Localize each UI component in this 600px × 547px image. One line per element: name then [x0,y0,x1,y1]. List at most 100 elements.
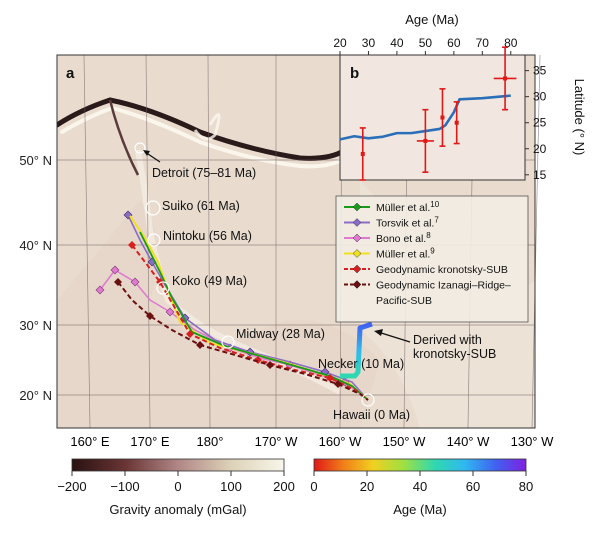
lon-label-180: 180° [197,434,224,449]
inset-xtick-label-5: 70 [476,36,490,50]
label-koko: Koko (49 Ma) [172,274,247,288]
inset-ylabel: Latitude (° N) [572,79,587,156]
inset-obs-point-0 [360,151,365,156]
lon-label-160w: 160° W [319,434,363,449]
circle-suiko [145,200,161,216]
legend-label-3: Müller et al.9 [376,247,435,261]
lon-label-150w: 150° W [383,434,427,449]
inset-ytick-label-0: 15 [533,168,547,182]
lat-label-30: 30° N [19,318,52,333]
legend-marker-3 [352,249,362,258]
track-torsvik [127,214,369,401]
grid-lon-7 [531,54,541,429]
aleutian-ridge [60,105,347,169]
lon-label-160e: 160° E [70,434,110,449]
legend-marker-4 [352,264,362,274]
track-izanagi-markers [114,278,342,388]
circle-detroit [134,142,146,154]
legend-box [335,195,529,323]
panel-b-label: b [350,65,359,82]
panel-a-label: a [66,65,75,82]
inset-obs-point-3 [454,120,459,125]
gravity-tick-label-3: 100 [220,479,242,494]
inset-obs-point-4 [503,76,508,81]
lon-label-140w: 140° W [447,434,491,449]
colorbar-gravity: −200 −100 0 100 200 Gravity anomaly (mGal) [57,458,295,517]
aleutian-trench [57,97,348,161]
legend-marker-1 [352,218,362,227]
inset-background [339,54,526,181]
inset-panel: b Age (Ma) Latitude (° N) 20 30 40 50 60 70 80… [333,12,587,182]
inset-obs-point-1 [423,138,428,143]
legend-marker-5 [352,280,362,289]
inset-y-ticks: 15 20 25 30 35 [525,64,547,182]
map-frame [56,54,536,429]
legend-label-4: Geodynamic kronotsky-SUB [376,264,508,276]
legend-label-6: Pacific-SUB [376,295,432,307]
label-necker: Necker (10 Ma) [318,357,404,371]
gravity-tick-label-0: −200 [57,479,86,494]
colorbar-age-ramp [313,458,527,472]
model-tracks [95,142,375,407]
lat-label-50: 50° N [19,153,52,168]
colorbar-gravity-ticks: −200 −100 0 100 200 [57,471,295,494]
inset-xtick-label-3: 50 [419,36,433,50]
lat-label-40: 40° N [19,238,52,253]
circle-midway [221,335,235,349]
track-kronotsky [131,244,369,401]
inset-xlabel: Age (Ma) [405,12,458,27]
kuril-trench [108,99,140,176]
colorbar-age: 0 20 40 60 80 Age (Ma) [310,458,533,517]
inset-ytick-label-3: 30 [533,90,547,104]
colorbar-gravity-ramp [71,458,285,472]
lon-label-170e: 170° E [130,434,170,449]
label-nintoku: Nintoku (56 Ma) [163,229,252,243]
derived-arrow [377,331,411,343]
circle-hawaii [361,393,375,407]
derived-label-line1: Derived with [413,333,482,347]
seamount-circles [134,142,375,407]
inset-xtick-label-2: 40 [390,36,404,50]
detroit-arrow-head [143,150,150,156]
inset-ytick-label-2: 25 [533,116,547,130]
track-kronotsky-markers [128,241,334,382]
grid-lon-0 [83,54,91,429]
lon-label-170w: 170° W [255,434,299,449]
label-detroit: Detroit (75–81 Ma) [152,166,256,180]
gravity-tick-label-2: 0 [174,479,181,494]
gravity-tick-label-1: −100 [110,479,139,494]
inset-xtick-label-4: 60 [447,36,461,50]
age-tick-label-3: 60 [466,479,480,494]
age-tick-label-0: 0 [310,479,317,494]
label-hawaii: Hawaii (0 Ma) [333,408,410,422]
derived-arrow-head [374,329,383,336]
track-izanagi [117,281,369,401]
lon-label-130w: 130° W [511,434,555,449]
legend-label-1: Torsvik et al.7 [376,216,439,230]
lat-label-20: 20° N [19,388,52,403]
age-tick-label-2: 40 [413,479,427,494]
age-tick-label-4: 80 [519,479,533,494]
circle-nintoku [147,233,161,247]
label-midway: Midway (28 Ma) [236,327,325,341]
gravity-tick-label-4: 200 [273,479,295,494]
label-suiko: Suiko (61 Ma) [162,199,240,213]
curl-feature [193,113,221,141]
inset-ytick-label-4: 35 [533,64,547,78]
inset-obs-point-2 [440,115,445,120]
age-tick-label-1: 20 [360,479,374,494]
colorbar-gravity-label: Gravity anomaly (mGal) [109,502,246,517]
derived-track [340,321,373,379]
legend-label-2: Bono et al.8 [376,231,431,245]
track-muller10 [139,231,369,401]
inset-marks [339,46,517,181]
legend-label-5: Geodynamic Izanagi–Ridge– [376,280,511,292]
legend-marker-0 [352,202,362,212]
inset-xtick-label-0: 20 [333,36,347,50]
legend-label-0: Müller et al.10 [376,200,440,214]
colorbar-age-label: Age (Ma) [393,502,446,517]
